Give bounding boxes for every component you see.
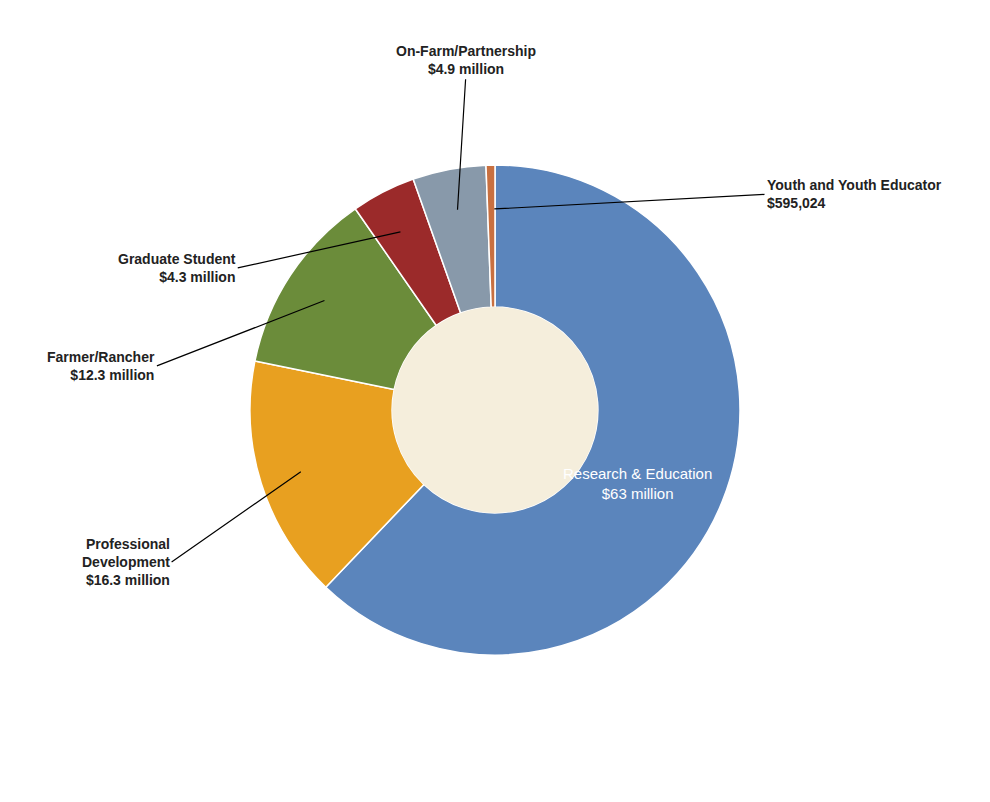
- svg-text:ProfessionalDevelopment$16.3 m: ProfessionalDevelopment$16.3 million: [82, 536, 170, 588]
- svg-text:Research & Education$63 millio: Research & Education$63 million: [563, 465, 712, 502]
- svg-text:On-Farm/Partnership$4.9 millio: On-Farm/Partnership$4.9 million: [396, 43, 536, 77]
- svg-text:Farmer/Rancher$12.3 million: Farmer/Rancher$12.3 million: [47, 349, 155, 383]
- svg-text:Youth and Youth Educator$595,0: Youth and Youth Educator$595,024: [767, 177, 942, 211]
- svg-text:Graduate Student$4.3 million: Graduate Student$4.3 million: [118, 251, 236, 285]
